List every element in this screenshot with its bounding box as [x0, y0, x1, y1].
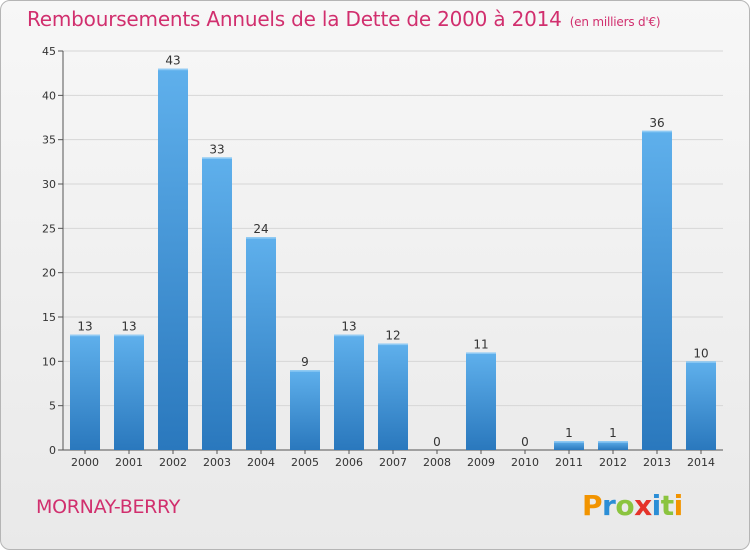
bar-2005: [290, 370, 320, 450]
y-tick-label: 25: [42, 222, 56, 235]
bar-2006: [334, 334, 364, 450]
y-tick-label: 0: [49, 444, 56, 457]
logo-letter: x: [634, 489, 652, 522]
x-tick-label: 2000: [71, 456, 99, 469]
x-tick-label: 2006: [335, 456, 363, 469]
bar-highlight-2012: [598, 441, 628, 443]
chart-unit: (en milliers d'€): [569, 15, 661, 29]
logo-letter: i: [673, 489, 684, 522]
bar-2000: [70, 334, 100, 450]
city-name: MORNAY-BERRY: [36, 496, 181, 518]
bar-highlight-2004: [246, 237, 276, 239]
y-tick-label: 20: [42, 267, 56, 280]
x-tick-label: 2009: [467, 456, 495, 469]
bar-2009: [466, 352, 496, 450]
x-tick-label: 2012: [599, 456, 627, 469]
data-label: 10: [693, 346, 708, 360]
x-tick-label: 2003: [203, 456, 231, 469]
logo-letter: r: [602, 489, 616, 522]
bar-2011: [554, 441, 584, 450]
data-label: 1: [609, 426, 617, 440]
data-label: 33: [209, 142, 224, 156]
bar-highlight-2000: [70, 334, 100, 337]
data-label: 43: [165, 54, 180, 68]
data-label: 1: [565, 426, 573, 440]
logo-letter: t: [660, 489, 674, 522]
data-label: 24: [253, 222, 268, 236]
data-label: 9: [301, 355, 309, 369]
x-tick-label: 2014: [687, 456, 715, 469]
bar-2003: [202, 157, 232, 450]
x-tick-label: 2007: [379, 456, 407, 469]
bar-highlight-2002: [158, 68, 188, 71]
data-label: 13: [77, 320, 92, 334]
bar-highlight-2007: [378, 343, 408, 346]
y-tick-label: 35: [42, 134, 56, 147]
x-tick-label: 2013: [643, 456, 671, 469]
labels: 0510152025303540452000132001132002432003…: [42, 45, 715, 469]
bar-2004: [246, 237, 276, 450]
x-tick-label: 2010: [511, 456, 539, 469]
x-tick-label: 2002: [159, 456, 187, 469]
data-label: 0: [521, 435, 529, 449]
data-label: 11: [473, 337, 488, 351]
y-tick-label: 30: [42, 178, 56, 191]
bar-2012: [598, 441, 628, 450]
data-label: 0: [433, 435, 441, 449]
bar-2007: [378, 343, 408, 450]
bar-highlight-2009: [466, 352, 496, 354]
x-tick-label: 2005: [291, 456, 319, 469]
bar-highlight-2014: [686, 361, 716, 363]
chart-title-text: Remboursements Annuels de la Dette de 20…: [27, 7, 562, 31]
logo-letter: o: [615, 489, 635, 522]
proxiti-logo[interactable]: Proxiti: [582, 489, 683, 522]
y-tick-label: 15: [42, 311, 56, 324]
y-tick-label: 5: [49, 400, 56, 413]
bar-highlight-2001: [114, 334, 144, 337]
bar-highlight-2011: [554, 441, 584, 443]
bar-2013: [642, 130, 672, 451]
x-tick-label: 2008: [423, 456, 451, 469]
y-tick-label: 45: [42, 45, 56, 58]
bar-2002: [158, 68, 188, 450]
data-label: 12: [385, 329, 400, 343]
bar-2001: [114, 334, 144, 450]
y-tick-label: 40: [42, 89, 56, 102]
bar-highlight-2013: [642, 130, 672, 133]
data-label: 13: [121, 320, 136, 334]
y-tick-label: 10: [42, 355, 56, 368]
bar-highlight-2005: [290, 370, 320, 372]
logo-letter: P: [582, 489, 603, 522]
x-tick-label: 2001: [115, 456, 143, 469]
x-tick-label: 2011: [555, 456, 583, 469]
bars: [70, 68, 716, 451]
data-label: 13: [341, 320, 356, 334]
bar-highlight-2003: [202, 157, 232, 159]
bar-2014: [686, 361, 716, 450]
chart-title: Remboursements Annuels de la Dette de 20…: [27, 7, 661, 31]
data-label: 36: [649, 116, 664, 130]
x-tick-label: 2004: [247, 456, 275, 469]
bar-highlight-2006: [334, 334, 364, 337]
logo-letter: i: [651, 489, 662, 522]
